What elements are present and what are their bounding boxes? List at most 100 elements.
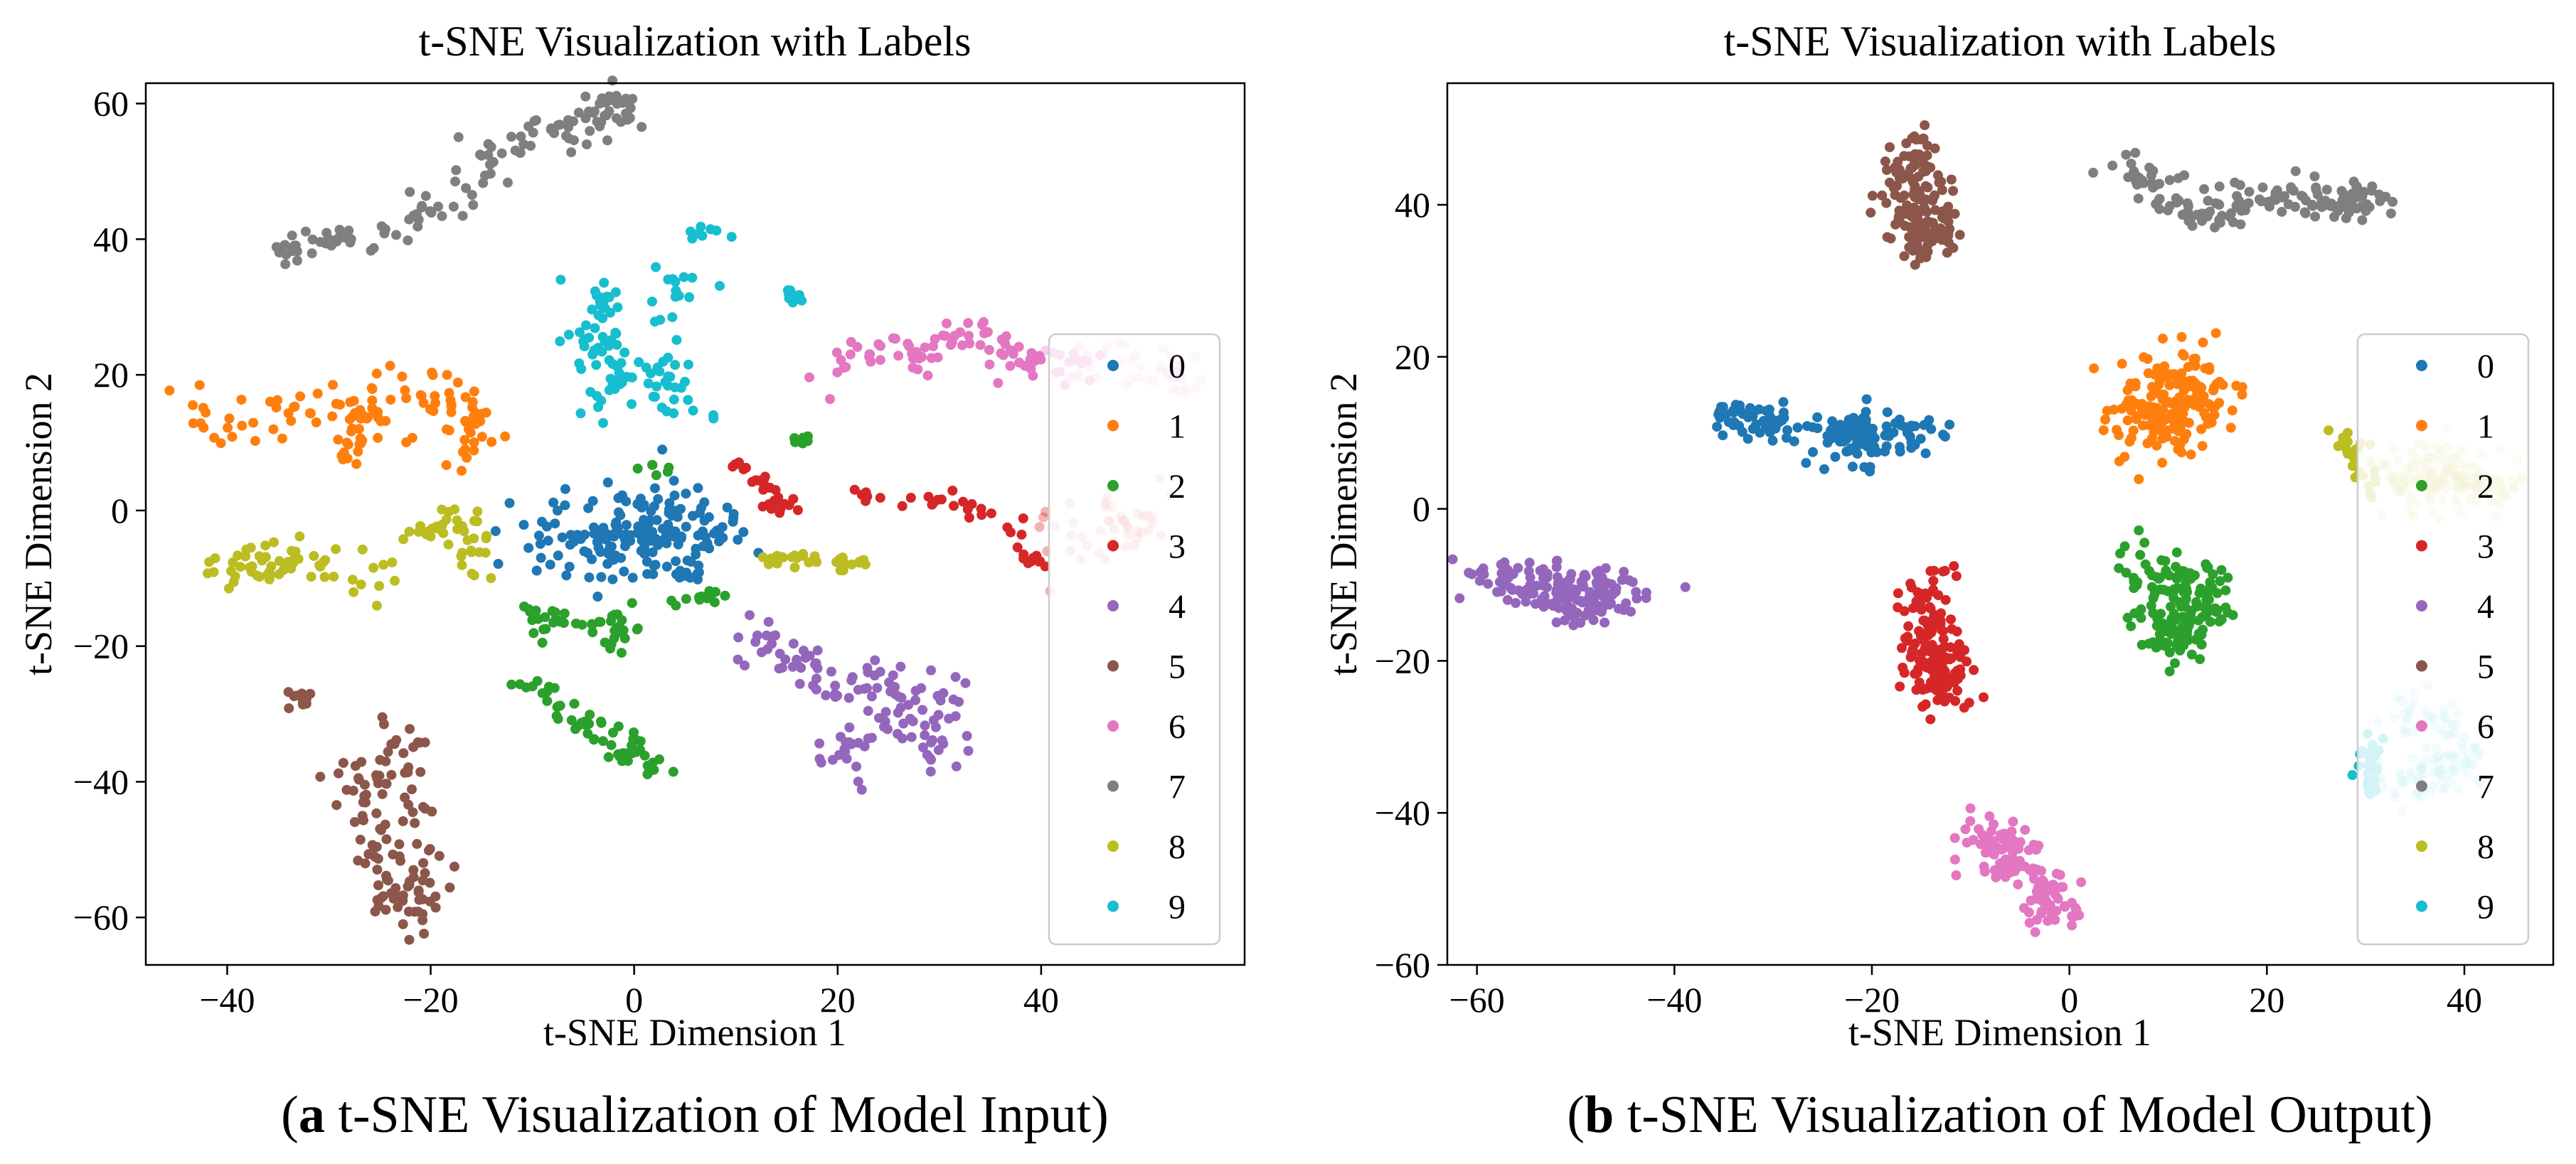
- scatter-point-label-0: [693, 574, 703, 584]
- scatter-point-label-2: [617, 615, 627, 626]
- scatter-point-label-2: [614, 751, 624, 762]
- scatter-point-label-7: [2361, 205, 2371, 216]
- scatter-point-label-2: [531, 605, 541, 616]
- panel-a-legend: 0 1 2 3 4 5 6 7 8 9: [1048, 333, 1221, 946]
- scatter-point-label-2: [2151, 572, 2162, 582]
- scatter-point-label-2: [617, 626, 628, 636]
- scatter-point-label-5: [1932, 170, 1943, 181]
- scatter-point-label-3: [1914, 590, 1925, 601]
- scatter-point-label-3: [976, 503, 986, 514]
- scatter-point-label-0: [619, 541, 630, 552]
- panel-b-legend: 0 1 2 3 4 5 6 7 8 9: [2356, 333, 2530, 946]
- scatter-point-label-2: [789, 433, 799, 444]
- scatter-point-label-1: [2112, 425, 2122, 435]
- scatter-point-label-5: [415, 767, 426, 777]
- scatter-point-label-9: [597, 313, 608, 324]
- x-tick-label: 40: [1023, 980, 1059, 1020]
- scatter-point-label-1: [467, 402, 477, 412]
- scatter-point-label-4: [812, 645, 823, 656]
- scatter-point-label-2: [2212, 604, 2223, 615]
- scatter-point-label-0: [733, 535, 743, 545]
- scatter-point-label-6: [904, 341, 915, 352]
- scatter-point-label-9: [595, 292, 605, 302]
- scatter-point-label-5: [1910, 149, 1920, 159]
- scatter-point-label-0: [1755, 427, 1765, 438]
- scatter-point-label-1: [2114, 456, 2124, 466]
- scatter-point-label-1: [335, 400, 345, 410]
- scatter-point-label-2: [542, 695, 553, 706]
- scatter-point-label-4: [1537, 594, 1547, 604]
- legend-label-1: 1: [1169, 408, 1186, 446]
- scatter-point-label-3: [1979, 692, 1989, 703]
- scatter-point-label-8: [245, 562, 255, 573]
- scatter-point-label-0: [1819, 464, 1829, 474]
- scatter-point-label-4: [1591, 567, 1602, 578]
- scatter-point-label-2: [681, 594, 691, 604]
- scatter-point-label-8: [787, 552, 797, 562]
- scatter-point-label-3: [1941, 671, 1952, 682]
- scatter-point-label-8: [294, 531, 305, 542]
- scatter-point-label-9: [660, 377, 671, 388]
- scatter-point-label-5: [398, 816, 408, 826]
- scatter-point-label-2: [2146, 600, 2156, 611]
- scatter-point-label-4: [733, 632, 744, 643]
- scatter-point-label-5: [418, 801, 428, 812]
- scatter-point-label-9: [669, 394, 679, 405]
- scatter-point-label-4: [769, 631, 779, 641]
- scatter-point-label-2: [541, 624, 551, 634]
- scatter-point-label-7: [2133, 193, 2144, 204]
- scatter-point-label-4: [962, 731, 972, 741]
- scatter-point-label-4: [1535, 565, 1545, 576]
- scatter-point-label-7: [2321, 184, 2332, 195]
- scatter-point-label-7: [2254, 194, 2264, 205]
- scatter-point-label-7: [2306, 199, 2317, 210]
- scatter-point-label-7: [2183, 201, 2193, 212]
- scatter-point-label-0: [1737, 427, 1747, 437]
- scatter-point-label-0: [1861, 394, 1872, 405]
- scatter-point-label-3: [1945, 642, 1956, 653]
- scatter-point-label-3: [1903, 621, 1914, 631]
- scatter-point-label-1: [442, 370, 452, 380]
- scatter-point-label-1: [446, 407, 457, 417]
- scatter-point-label-7: [518, 139, 529, 149]
- scatter-point-label-4: [809, 659, 820, 670]
- x-tick-label: 40: [2447, 980, 2482, 1020]
- scatter-point-label-1: [445, 395, 456, 405]
- scatter-point-label-8: [423, 526, 434, 537]
- scatter-point-label-6: [2036, 908, 2047, 919]
- scatter-point-label-1: [2158, 333, 2168, 344]
- scatter-point-label-6: [920, 342, 930, 353]
- scatter-point-label-1: [2186, 449, 2196, 460]
- scatter-point-label-7: [611, 90, 622, 101]
- scatter-point-label-0: [1812, 423, 1823, 434]
- scatter-point-label-0: [1745, 402, 1755, 413]
- scatter-point-label-1: [418, 397, 429, 408]
- scatter-point-label-2: [537, 637, 548, 648]
- scatter-point-label-2: [651, 470, 661, 481]
- scatter-point-label-2: [2171, 547, 2182, 557]
- scatter-point-label-1: [215, 438, 226, 449]
- scatter-point-label-5: [377, 789, 388, 799]
- scatter-point-label-5: [1935, 223, 1946, 234]
- scatter-point-label-2: [2220, 585, 2231, 596]
- scatter-point-label-1: [2124, 437, 2135, 447]
- scatter-point-label-9: [599, 277, 610, 288]
- legend-label-6: 6: [2477, 708, 2494, 746]
- scatter-point-label-6: [839, 363, 849, 373]
- scatter-point-label-3: [1916, 683, 1927, 693]
- scatter-point-label-1: [2227, 405, 2237, 416]
- y-tick-label: −40: [1375, 793, 1430, 833]
- scatter-point-label-6: [2035, 878, 2045, 889]
- scatter-point-label-3: [1946, 614, 1956, 625]
- scatter-point-label-4: [1584, 592, 1595, 602]
- scatter-point-label-9: [606, 335, 617, 346]
- scatter-point-label-0: [584, 572, 595, 583]
- scatter-point-label-0: [588, 522, 599, 533]
- scatter-point-label-4: [916, 683, 927, 693]
- scatter-point-label-6: [996, 348, 1006, 358]
- scatter-point-label-5: [1949, 208, 1960, 219]
- scatter-point-label-0: [543, 535, 553, 546]
- scatter-point-label-4: [1680, 582, 1691, 592]
- scatter-point-label-4: [843, 693, 854, 703]
